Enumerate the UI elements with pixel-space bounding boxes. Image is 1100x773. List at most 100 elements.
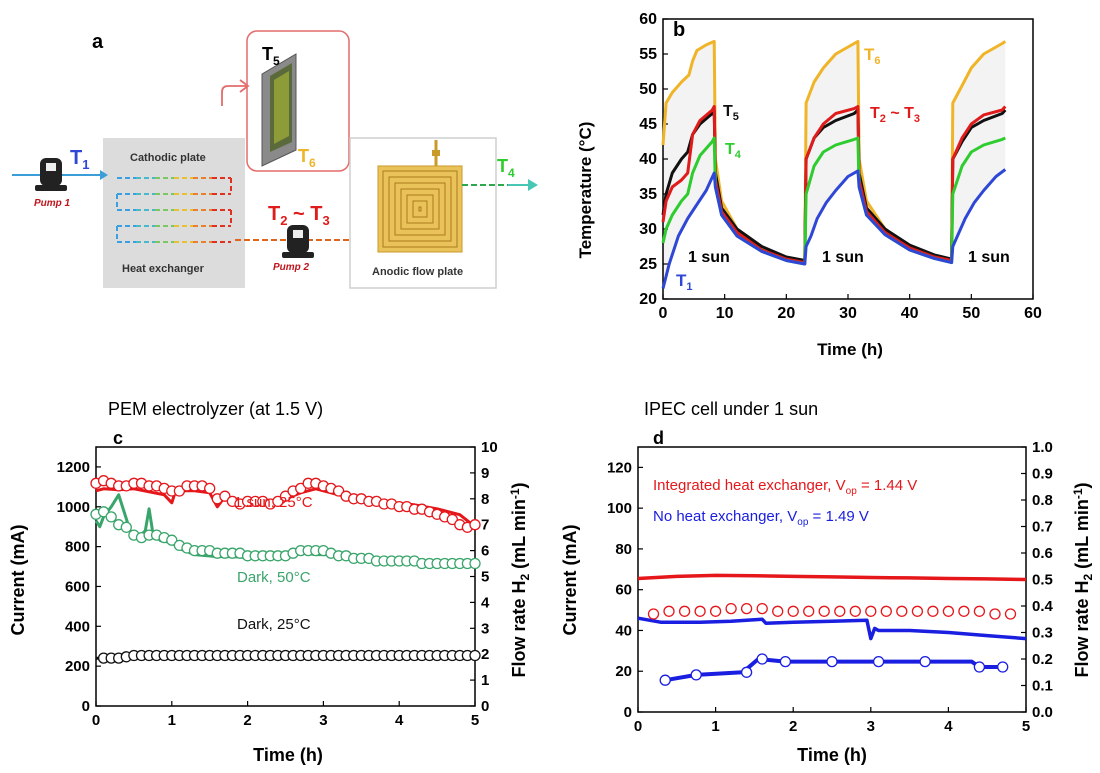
outlet-arrow-head (528, 179, 538, 191)
d-marker (756, 653, 768, 665)
c-ann-black: Dark, 25°C (237, 616, 311, 633)
c-ann-red: 1 sun, 25°C (234, 494, 313, 511)
b-ann-t2t3: T2 ~ T3 (870, 105, 920, 125)
b-ytick-label: 30 (639, 221, 657, 238)
b-ytick-label: 55 (639, 46, 657, 63)
d-marker (663, 605, 675, 617)
label-t1: T1 (70, 147, 89, 172)
b-ann-sun1: 1 sun (688, 249, 730, 266)
label-t5: T5 (262, 44, 280, 68)
d-marker (647, 608, 660, 620)
d-marker (787, 605, 799, 617)
c-xtick-label: 1 (168, 712, 176, 729)
b-xtick-label: 10 (716, 305, 734, 322)
d-ytick-label: 80 (615, 541, 632, 558)
d-y2tick-label: 1.0 (1032, 439, 1053, 456)
pump-1-label: Pump 1 (34, 198, 71, 209)
d-marker (865, 605, 877, 617)
d-marker (678, 605, 691, 617)
flow-channel-ring (406, 194, 434, 224)
c-y2tick-label: 1 (481, 672, 489, 689)
d-xtick-label: 3 (867, 718, 875, 735)
c-marker (469, 649, 481, 662)
d-marker (927, 605, 939, 617)
label-t2t3: T2 ~ T3 (268, 203, 330, 228)
c-xtick-label: 3 (319, 712, 327, 729)
panel-c-chart: PEM electrolyzer (at 1.5 V) c Current (m… (8, 399, 532, 765)
d-marker (826, 655, 838, 668)
d-y2tick-label: 0.0 (1032, 704, 1053, 721)
b-ytick-label: 25 (639, 256, 657, 273)
c-ytick-label: 1200 (57, 459, 90, 476)
c-xtick-label: 0 (92, 712, 100, 729)
b-ann-t5: T5 (723, 103, 739, 123)
b-ytick-label: 50 (639, 81, 657, 98)
pump-2-icon (282, 225, 314, 258)
b-xtick-label: 50 (962, 305, 980, 322)
b-ytick-label: 45 (639, 116, 657, 133)
anodic-flow-pattern (382, 170, 458, 248)
d-marker (997, 661, 1009, 673)
inlet-arrow-head (100, 170, 108, 180)
panel-b-chart: Temperature (°C) Time (h) b 0 10 20 30 40 50 6… (576, 11, 1042, 359)
c-xtick-label: 5 (471, 712, 479, 729)
d-marker (818, 605, 830, 617)
b-ytick-label: 20 (639, 291, 657, 308)
c-y2tick-label: 10 (481, 439, 498, 456)
d-marker (989, 608, 1001, 620)
flow-channel-ring (382, 170, 458, 248)
c-y2tick-label: 3 (481, 620, 489, 637)
d-ytick-label: 20 (615, 663, 632, 680)
d-letter: d (653, 428, 664, 448)
d-marker (694, 605, 706, 617)
b-xtick-label: 40 (901, 305, 919, 322)
c-y2tick-label: 9 (481, 465, 489, 482)
panel-a: a T5 T6 Cathodic plate Heat exchanger T1… (12, 30, 538, 289)
d-plot-area: 0 1 2 3 4 5 0 20 40 60 80 100 120 0.0 0.1 0.2 0.3 0.4 0.5 0… (607, 439, 1054, 735)
d-y2tick-label: 0.6 (1032, 545, 1053, 562)
c-marker (173, 485, 186, 497)
pump-2-label: Pump 2 (273, 262, 310, 273)
d-xlabel: Time (h) (797, 745, 867, 765)
c-y2tick-label: 0 (481, 698, 489, 715)
d-xtick-label: 5 (1022, 718, 1030, 735)
panel-d-chart: IPEC cell under 1 sun d Current (mA) Flo… (560, 399, 1095, 765)
d-ann-blue: No heat exchanger, Vop = 1.49 V (653, 508, 869, 528)
d-xtick-label: 4 (944, 718, 953, 735)
d-y2label: Flow rate H2 (mL min-1) (1071, 482, 1095, 677)
d-marker (911, 605, 924, 617)
d-y2tick-label: 0.4 (1032, 598, 1054, 615)
c-title: PEM electrolyzer (at 1.5 V) (108, 399, 323, 419)
d-marker (709, 605, 722, 617)
heat-exchanger-box (103, 138, 245, 288)
b-letter: b (673, 19, 685, 41)
d-marker (919, 655, 931, 668)
b-ytick-label: 40 (639, 151, 657, 168)
label-t4: T4 (497, 156, 515, 180)
c-ytick-label: 0 (82, 698, 90, 715)
c-letter: c (113, 428, 123, 448)
d-series-line (637, 573, 1027, 582)
d-y2tick-label: 0.2 (1032, 651, 1053, 668)
heat-exchanger-label: Heat exchanger (122, 263, 205, 275)
b-ytick-label: 60 (639, 11, 657, 28)
d-ytick-label: 120 (607, 459, 632, 476)
d-marker (740, 666, 753, 678)
c-ytick-label: 800 (65, 539, 90, 556)
d-ytick-label: 40 (615, 622, 632, 639)
d-marker (1004, 608, 1017, 620)
c-marker (166, 534, 178, 546)
d-xtick-label: 2 (789, 718, 797, 735)
b-ylabel: Temperature (°C) (576, 122, 595, 259)
panel-a-letter: a (92, 31, 104, 53)
callout-arrow-head (239, 79, 250, 93)
d-marker (880, 605, 892, 617)
c-xtick-label: 2 (243, 712, 251, 729)
b-ann-t6: T6 (864, 45, 881, 67)
b-xlabel: Time (h) (817, 340, 883, 359)
b-series-line (661, 168, 1007, 289)
d-y2tick-label: 0.3 (1032, 625, 1053, 642)
c-marker (446, 513, 458, 526)
c-marker (279, 490, 292, 502)
